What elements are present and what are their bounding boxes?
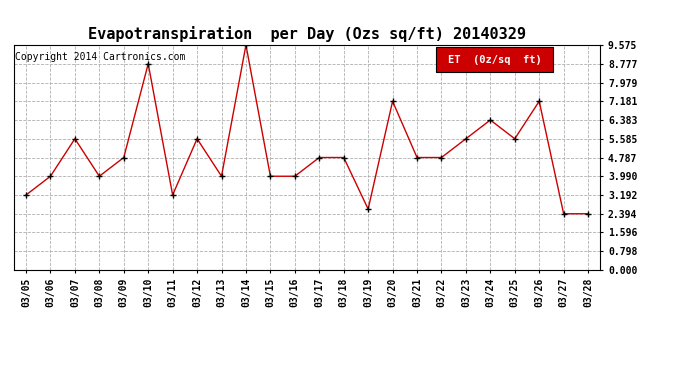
Title: Evapotranspiration  per Day (Ozs sq/ft) 20140329: Evapotranspiration per Day (Ozs sq/ft) 2…: [88, 27, 526, 42]
Text: Copyright 2014 Cartronics.com: Copyright 2014 Cartronics.com: [15, 52, 186, 62]
Text: ET  (0z/sq  ft): ET (0z/sq ft): [448, 55, 542, 64]
FancyBboxPatch shape: [436, 47, 553, 72]
